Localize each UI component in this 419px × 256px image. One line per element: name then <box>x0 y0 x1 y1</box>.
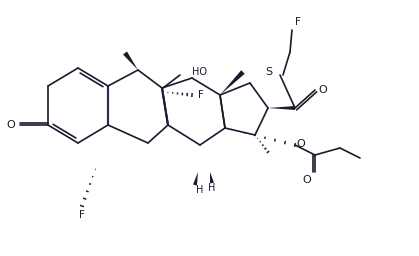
Polygon shape <box>123 51 138 70</box>
Text: O: O <box>6 120 15 130</box>
Text: O: O <box>296 139 305 149</box>
Text: S: S <box>265 67 272 77</box>
Polygon shape <box>220 70 245 95</box>
Text: F: F <box>79 210 85 220</box>
Text: O: O <box>303 175 311 185</box>
Text: H: H <box>208 183 216 193</box>
Polygon shape <box>210 172 214 183</box>
Text: F: F <box>295 17 301 27</box>
Text: H: H <box>197 185 204 195</box>
Text: F: F <box>198 90 204 100</box>
Text: O: O <box>318 85 327 95</box>
Polygon shape <box>268 106 295 110</box>
Text: HO: HO <box>192 67 207 77</box>
Polygon shape <box>193 172 198 185</box>
